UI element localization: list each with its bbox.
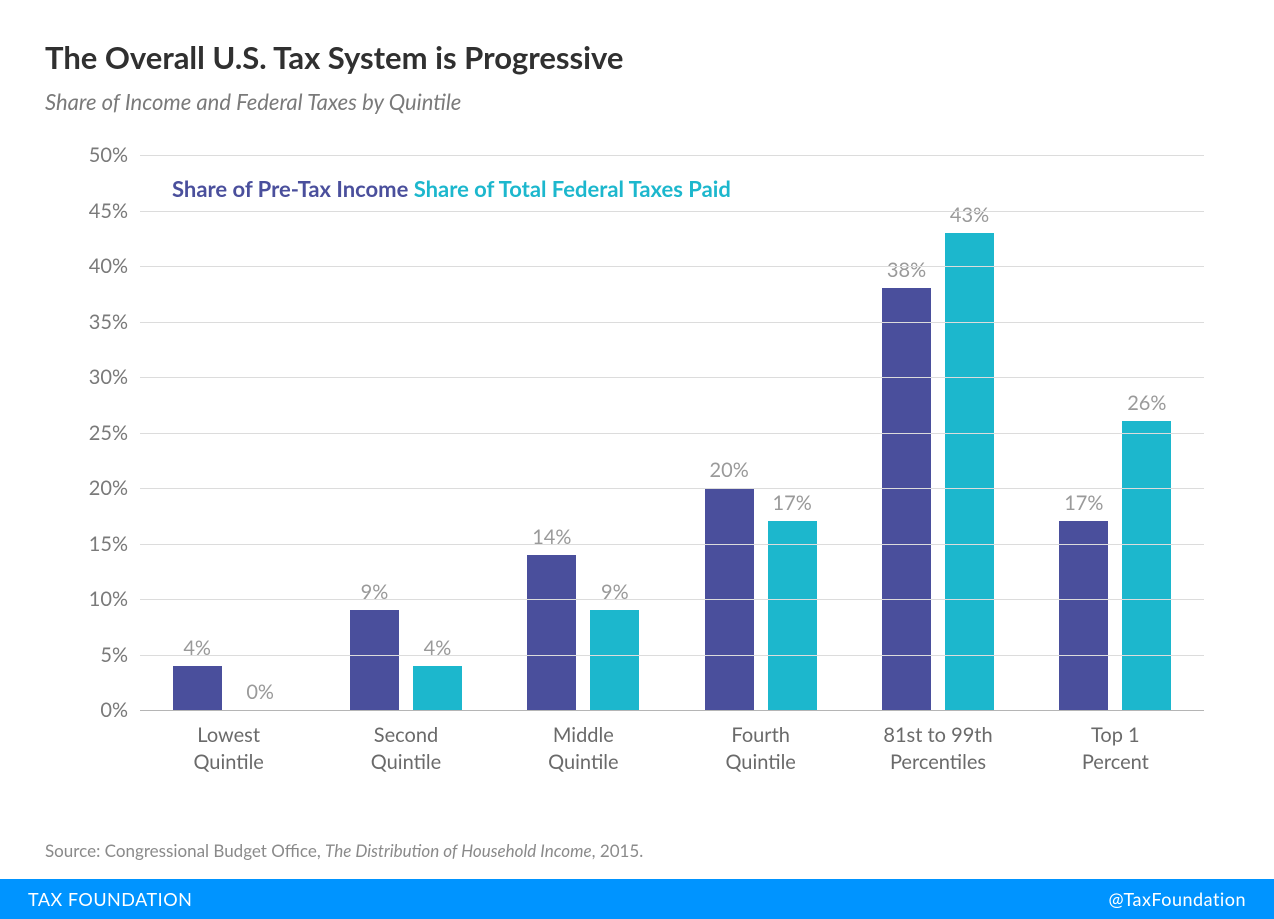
footer-brand: TAX FOUNDATION [28, 888, 192, 910]
bar-taxes [413, 666, 462, 710]
y-tick-label: 5% [100, 643, 128, 667]
gridline [140, 211, 1204, 212]
footer-bar: TAX FOUNDATION @TaxFoundation [0, 879, 1274, 919]
y-tick-label: 40% [89, 254, 128, 278]
gridline [140, 599, 1204, 600]
y-tick-label: 25% [89, 421, 128, 445]
data-label: 38% [887, 258, 926, 282]
data-label: 4% [183, 636, 211, 660]
source-suffix: , 2015. [592, 840, 644, 861]
source-prefix: Source: Congressional Budget Office, [45, 840, 325, 861]
bar-income [173, 666, 222, 710]
x-tick-label: FourthQuintile [671, 710, 851, 776]
bar-taxes [590, 610, 639, 710]
y-tick-label: 10% [89, 587, 128, 611]
y-tick-label: 20% [89, 476, 128, 500]
data-label: 17% [773, 491, 812, 515]
bar-income [1059, 521, 1108, 710]
gridline [140, 488, 1204, 489]
data-label: 17% [1064, 491, 1103, 515]
gridline [140, 433, 1204, 434]
gridline [140, 655, 1204, 656]
plot-area: 4%0%9%4%14%9%20%17%38%43%17%26% 0%5%10%1… [140, 155, 1204, 710]
y-tick-label: 50% [89, 143, 128, 167]
data-label: 9% [361, 580, 389, 604]
footer-handle: @TaxFoundation [1108, 888, 1246, 910]
y-tick-label: 35% [89, 310, 128, 334]
data-label: 20% [710, 458, 749, 482]
gridline [140, 322, 1204, 323]
data-label: 0% [246, 680, 274, 704]
bar-taxes [1122, 421, 1171, 710]
bar-taxes [768, 521, 817, 710]
y-tick-label: 0% [100, 698, 128, 722]
gridline [140, 155, 1204, 156]
data-label: 14% [532, 525, 571, 549]
gridline [140, 266, 1204, 267]
x-tick-label: 81st to 99thPercentiles [848, 710, 1028, 776]
chart-title: The Overall U.S. Tax System is Progressi… [45, 38, 1229, 76]
bar-income [882, 288, 931, 710]
gridline [140, 377, 1204, 378]
chart-wrap: 4% 0% 9% 4% 14% 9% 20% 17% 38% 43% 17% 26% 0% 5% 10% 1… [65, 145, 1229, 785]
y-tick-label: 45% [89, 199, 128, 223]
source-note: Source: Congressional Budget Office, The… [45, 840, 643, 861]
chart-subtitle: Share of Income and Federal Taxes by Qui… [45, 88, 1229, 115]
bar-income [350, 610, 399, 710]
x-tick-label: LowestQuintile [139, 710, 319, 776]
source-italic: The Distribution of Household Income [325, 840, 592, 861]
bar-income [527, 555, 576, 710]
legend: Share of Pre-Tax Income Share of Total F… [172, 175, 731, 202]
x-tick-label: Top 1Percent [1025, 710, 1205, 776]
bar-taxes [945, 233, 994, 710]
x-tick-label: SecondQuintile [316, 710, 496, 776]
legend-item: Share of Pre-Tax Income [172, 175, 408, 202]
x-tick-label: MiddleQuintile [493, 710, 673, 776]
data-label: 9% [601, 580, 629, 604]
data-label: 26% [1127, 391, 1166, 415]
y-tick-label: 15% [89, 532, 128, 556]
y-tick-label: 30% [89, 365, 128, 389]
legend-item: Share of Total Federal Taxes Paid [414, 175, 731, 202]
gridline [140, 544, 1204, 545]
data-label: 4% [424, 636, 452, 660]
data-label: 43% [950, 203, 989, 227]
chart-container: The Overall U.S. Tax System is Progressi… [0, 0, 1274, 919]
